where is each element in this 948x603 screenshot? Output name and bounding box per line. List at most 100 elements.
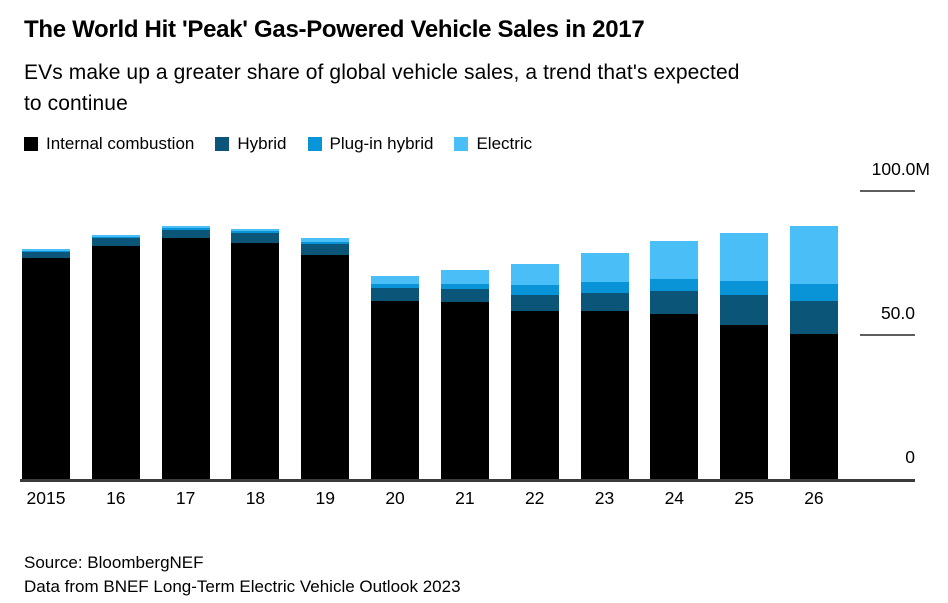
- x-tick-label-26: 26: [804, 488, 824, 508]
- bar-segment-internal-combustion: [161, 238, 210, 479]
- x-axis-baseline: [20, 479, 915, 482]
- legend-swatch-electric: [454, 137, 469, 151]
- bar-segment-internal-combustion: [91, 246, 140, 479]
- bar-segment-hybrid: [720, 295, 769, 325]
- bars: [22, 226, 838, 479]
- bar-24: [650, 240, 699, 479]
- bar-18: [231, 229, 280, 479]
- legend: Internal combustion Hybrid Plug-in hybrid E…: [24, 134, 532, 154]
- legend-label: Internal combustion: [46, 134, 195, 153]
- bar-segment-plug-in-hybrid: [440, 283, 489, 289]
- chart-subtitle-line-1: EVs make up a greater share of global ve…: [24, 61, 740, 84]
- y-tick-label-50-0: 50.0: [880, 303, 915, 323]
- y-tick-label-100-0m: 100.0M: [871, 159, 930, 179]
- bar-2015: [22, 249, 70, 479]
- bar-segment-plug-in-hybrid: [22, 250, 70, 252]
- bar-segment-electric: [301, 237, 350, 242]
- bar-20: [371, 276, 420, 479]
- bar-segment-plug-in-hybrid: [161, 228, 210, 230]
- legend-item-hybrid: Hybrid: [215, 134, 287, 154]
- bar-segment-plug-in-hybrid: [510, 284, 559, 295]
- bar-segment-electric: [231, 229, 280, 232]
- x-tick-label-23: 23: [594, 488, 615, 508]
- x-tick-label-21: 21: [455, 488, 475, 508]
- bar-segment-hybrid: [580, 293, 629, 312]
- bar-segment-plug-in-hybrid: [720, 280, 769, 296]
- bar-segment-plug-in-hybrid: [231, 231, 280, 233]
- y-tick-label-0: 0: [905, 447, 915, 467]
- legend-item-electric: Electric: [454, 134, 532, 154]
- bar-segment-plug-in-hybrid: [650, 279, 699, 292]
- bar-segment-electric: [789, 226, 838, 285]
- bar-segment-electric: [91, 234, 140, 237]
- chart-subtitle-line-2: to continue: [24, 92, 128, 115]
- footer: Source: BloombergNEF Data from BNEF Long…: [24, 551, 461, 599]
- bar-segment-electric: [161, 226, 210, 229]
- bar-segment-hybrid: [371, 288, 420, 301]
- legend-swatch-hybrid: [215, 137, 230, 151]
- x-tick-label-22: 22: [524, 488, 545, 508]
- bar-segment-electric: [510, 264, 559, 285]
- bar-segment-internal-combustion: [789, 333, 838, 479]
- bar-19: [301, 237, 350, 479]
- bar-segment-hybrid: [650, 291, 699, 314]
- x-tick-label-16: 16: [106, 488, 126, 508]
- bar-segment-hybrid: [231, 232, 280, 244]
- x-tick-label-18: 18: [245, 488, 266, 508]
- y-tick-line-100: [860, 190, 915, 192]
- x-tick-label-25: 25: [734, 488, 754, 508]
- bar-segment-hybrid: [789, 301, 838, 334]
- bar-17: [161, 226, 210, 479]
- bar-25: [720, 233, 769, 479]
- bar-segment-plug-in-hybrid: [91, 236, 140, 238]
- bar-segment-internal-combustion: [440, 302, 489, 479]
- x-axis-labels: 2015 16 17 18 19 20 21 22 23 24 25 26: [22, 488, 838, 509]
- legend-label: Plug-in hybrid: [329, 134, 434, 153]
- legend-item-plug-in-hybrid: Plug-in hybrid: [307, 134, 434, 154]
- bar-26: [789, 226, 838, 479]
- chart-title: The World Hit 'Peak' Gas-Powered Vehicle…: [24, 16, 645, 43]
- bar-segment-electric: [650, 240, 699, 280]
- x-tick-label-19: 19: [315, 488, 335, 508]
- bar-segment-internal-combustion: [371, 301, 420, 479]
- bar-segment-hybrid: [440, 288, 489, 303]
- x-tick-label-17: 17: [175, 488, 196, 508]
- bar-23: [580, 253, 629, 479]
- bar-segment-electric: [22, 249, 70, 251]
- x-tick-label-20: 20: [385, 488, 405, 508]
- legend-swatch-internal-combustion: [24, 137, 38, 151]
- bar-segment-electric: [371, 276, 420, 284]
- bar-segment-plug-in-hybrid: [580, 281, 629, 294]
- bar-segment-electric: [720, 233, 769, 281]
- legend-label: Electric: [476, 134, 533, 153]
- legend-label: Hybrid: [237, 134, 287, 153]
- bar-segment-hybrid: [510, 294, 559, 311]
- bar-segment-internal-combustion: [22, 258, 70, 479]
- bar-22: [510, 264, 559, 479]
- bar-16: [91, 234, 140, 479]
- bar-segment-internal-combustion: [650, 314, 699, 479]
- bar-segment-hybrid: [161, 229, 210, 239]
- bar-segment-internal-combustion: [301, 254, 350, 479]
- chart-subtitle: EVs make up a greater share of global ve…: [24, 57, 740, 119]
- bar-segment-hybrid: [301, 244, 350, 255]
- bar-21: [440, 270, 489, 479]
- note-line: Data from BNEF Long-Term Electric Vehicl…: [24, 577, 461, 596]
- bar-segment-plug-in-hybrid: [371, 283, 420, 289]
- chart-plot-area: 100.0M 50.0 0: [0, 159, 948, 482]
- bar-segment-electric: [440, 270, 489, 284]
- bar-segment-plug-in-hybrid: [301, 241, 350, 245]
- x-tick-label-2015: 2015: [26, 488, 66, 508]
- y-tick-line-50: [860, 334, 915, 336]
- bar-segment-internal-combustion: [580, 311, 629, 479]
- x-tick-label-24: 24: [664, 488, 685, 508]
- legend-swatch-plug-in-hybrid: [307, 137, 322, 151]
- bar-segment-internal-combustion: [231, 243, 280, 479]
- bar-segment-internal-combustion: [510, 310, 559, 479]
- source-line: Source: BloombergNEF: [24, 553, 204, 572]
- legend-item-internal-combustion: Internal combustion: [24, 134, 194, 154]
- bar-segment-hybrid: [22, 251, 70, 259]
- bar-segment-electric: [580, 253, 629, 282]
- bar-segment-hybrid: [91, 237, 140, 247]
